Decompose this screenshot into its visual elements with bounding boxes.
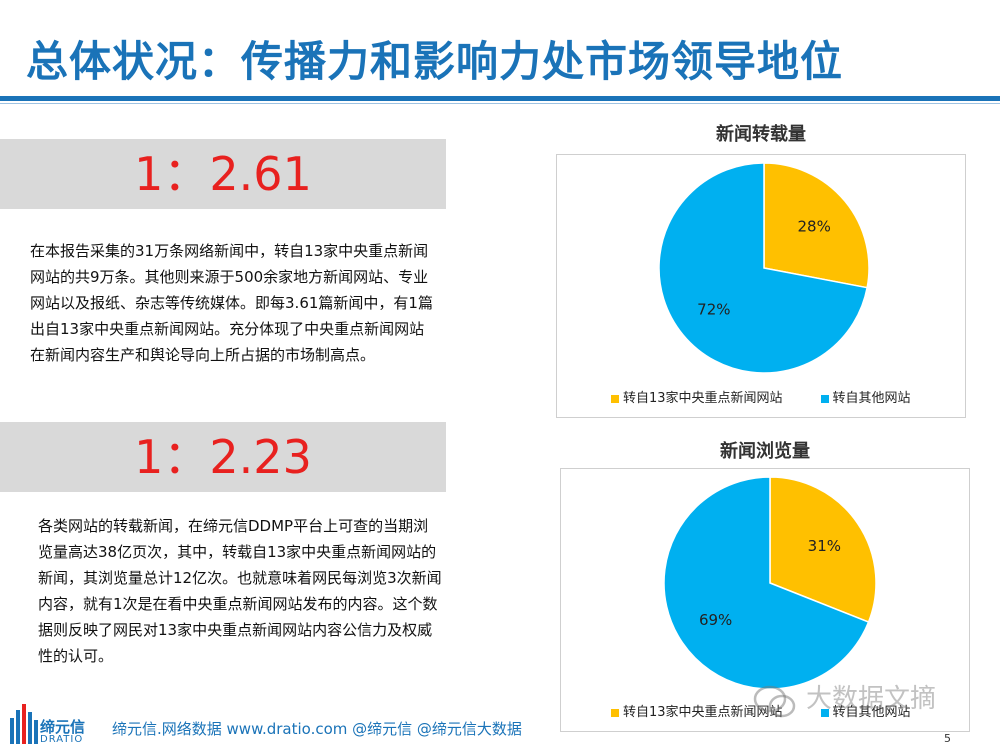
footer-text: 缔元信.网络数据 www.dratio.com @缔元信 @缔元信大数据	[112, 720, 522, 738]
chart1-slice-label-0: 28%	[797, 218, 830, 236]
paragraph-2: 各类网站的转载新闻，在缔元信DDMP平台上可查的当期浏览量高达38亿页次，其中，…	[38, 517, 442, 665]
chart1-frame: 28% 72% 转自13家中央重点新闻网站 转自其他网站	[556, 154, 966, 418]
page-number: 5	[944, 732, 951, 745]
title-rule-thin	[0, 103, 1000, 104]
title-rule	[0, 96, 1000, 101]
ratio-band-1: 1：2.61	[0, 139, 446, 209]
chart2-svg: 31% 69%	[663, 476, 877, 690]
paragraph-1: 在本报告采集的31万条网络新闻中，转自13家中央重点新闻网站的共9万条。其他则来…	[30, 242, 433, 364]
chart1-legend-item-a: 转自13家中央重点新闻网站	[611, 387, 783, 406]
chart1-legend: 转自13家中央重点新闻网站 转自其他网站	[611, 387, 911, 406]
page-title: 总体状况：传播力和影响力处市场领导地位	[26, 37, 844, 86]
chart2-slice-1	[663, 476, 870, 690]
chart1-title: 新闻转载量	[716, 124, 806, 145]
chart1-svg: 28% 72%	[658, 162, 870, 374]
watermark-text: 大数据文摘	[806, 684, 937, 714]
chart1-slice-0	[763, 162, 870, 289]
chart2-legend-item-a: 转自13家中央重点新闻网站	[611, 701, 783, 720]
dratio-logo-icon	[10, 704, 38, 744]
wechat-watermark-icon	[753, 685, 796, 718]
chart2-slice-0	[769, 476, 877, 623]
chart2-legend: 转自13家中央重点新闻网站 转自其他网站	[611, 701, 911, 720]
chart1-legend-item-b: 转自其他网站	[820, 387, 911, 406]
logo-name: 缔元信	[40, 718, 86, 736]
chart2-legend-item-b: 转自其他网站	[820, 701, 911, 720]
chart2-slice-label-1: 69%	[699, 611, 732, 629]
chart2-slice-label-0: 31%	[808, 537, 841, 555]
chart1-slice-label-1: 72%	[697, 300, 730, 318]
chart2-title: 新闻浏览量	[720, 441, 810, 462]
ratio-band-2: 1：2.23	[0, 422, 446, 492]
logo-sub: DRATIO	[40, 734, 84, 745]
chart1-slice-1	[658, 162, 869, 374]
